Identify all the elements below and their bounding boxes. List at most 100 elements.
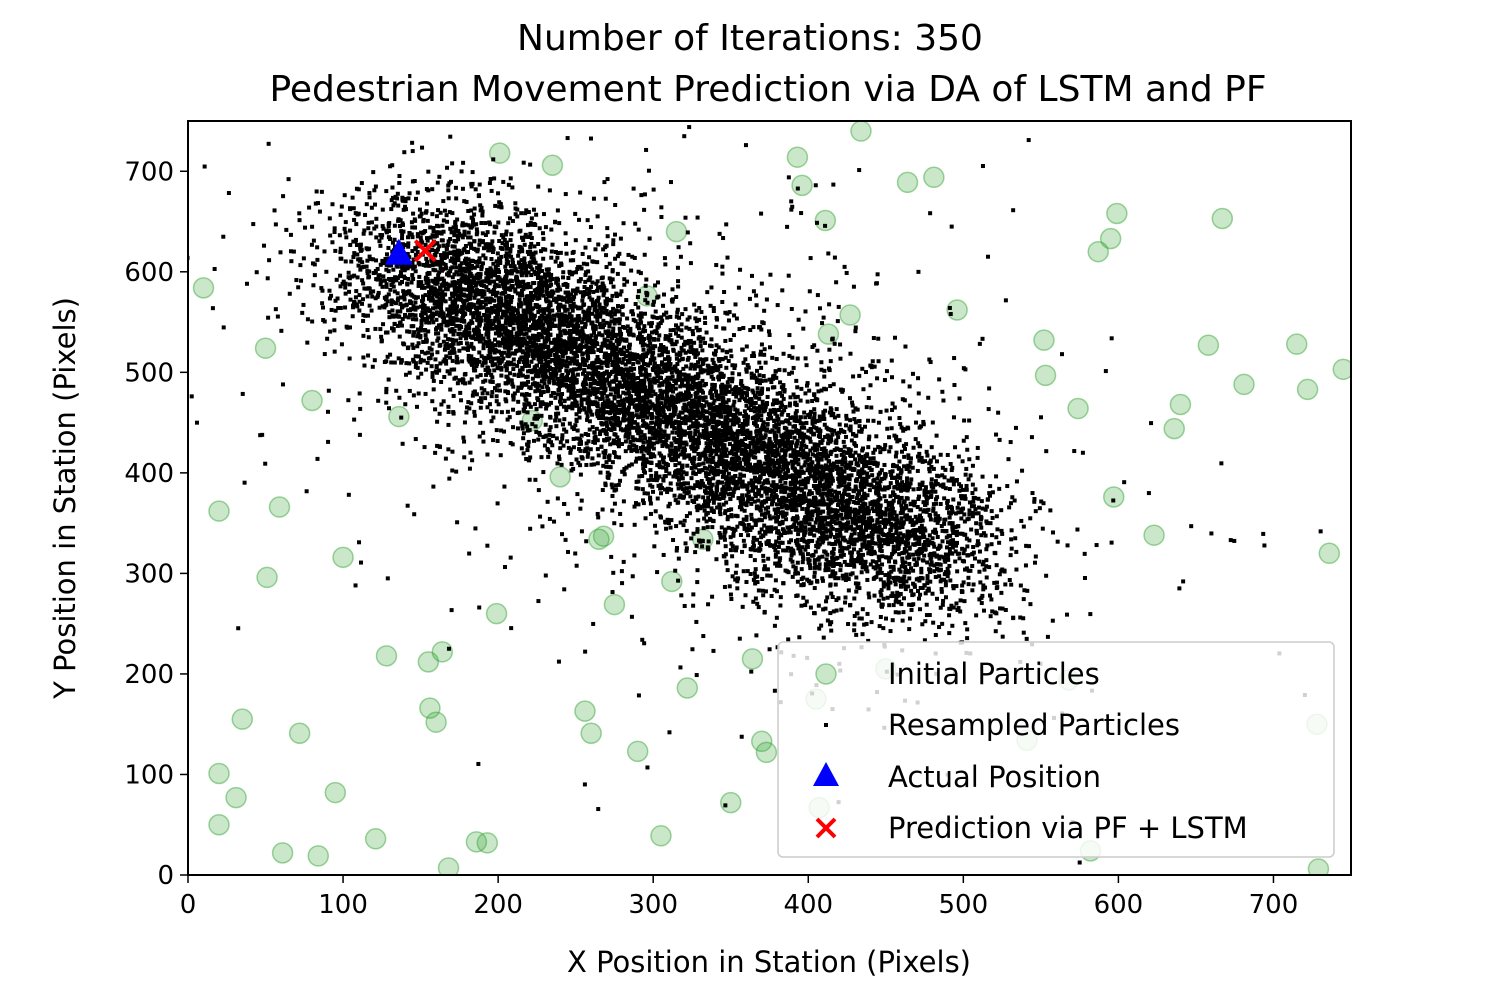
resampled-particle <box>418 357 423 362</box>
resampled-particle <box>855 509 860 514</box>
resampled-particle <box>787 333 792 338</box>
resampled-particle <box>454 354 459 359</box>
resampled-particle <box>795 441 800 446</box>
resampled-particle <box>467 380 472 385</box>
resampled-particle <box>411 257 416 262</box>
resampled-particle <box>701 495 706 500</box>
resampled-particle <box>451 332 456 337</box>
resampled-particle <box>939 577 944 582</box>
resampled-particle <box>472 327 477 332</box>
resampled-particle <box>458 340 463 345</box>
resampled-particle <box>338 284 343 289</box>
resampled-particle <box>333 308 338 313</box>
resampled-particle <box>447 312 452 317</box>
resampled-particle <box>857 532 862 537</box>
resampled-particle <box>439 402 444 407</box>
resampled-particle <box>557 399 562 404</box>
resampled-particle <box>406 308 411 313</box>
resampled-particle <box>872 593 877 598</box>
resampled-particle <box>645 415 650 420</box>
resampled-particle <box>525 304 530 309</box>
resampled-particle <box>735 576 740 581</box>
resampled-particle <box>529 236 534 241</box>
resampled-particle <box>542 381 547 386</box>
resampled-particle <box>355 304 360 309</box>
resampled-particle <box>682 406 687 411</box>
resampled-particle <box>888 481 893 486</box>
resampled-particle <box>799 567 804 572</box>
resampled-particle <box>637 474 642 479</box>
resampled-particle <box>742 526 747 531</box>
resampled-particle <box>816 557 821 562</box>
resampled-particle <box>942 572 947 577</box>
resampled-particle <box>577 217 582 222</box>
resampled-particle <box>652 361 657 366</box>
initial-particle <box>814 209 837 232</box>
resampled-particle <box>613 483 618 488</box>
resampled-particle <box>673 399 678 404</box>
resampled-particle <box>540 385 545 390</box>
resampled-particle <box>625 348 630 353</box>
resampled-particle <box>724 365 729 370</box>
resampled-particle <box>853 581 858 586</box>
resampled-particle <box>651 389 656 394</box>
resampled-particle <box>788 429 793 434</box>
initial-particle <box>388 405 410 428</box>
resampled-particle <box>1033 554 1038 559</box>
resampled-particle <box>949 541 954 546</box>
resampled-particle <box>474 288 479 293</box>
resampled-particle <box>674 352 679 357</box>
resampled-particle <box>430 306 435 311</box>
resampled-particle <box>514 334 519 339</box>
resampled-particle <box>819 457 824 462</box>
resampled-particle <box>619 289 624 294</box>
resampled-particle <box>343 285 348 290</box>
resampled-particle <box>803 434 808 439</box>
resampled-particle <box>815 382 820 387</box>
resampled-particle <box>848 537 853 542</box>
resampled-particle <box>706 495 711 500</box>
resampled-particle <box>434 331 439 336</box>
resampled-particle <box>780 393 785 398</box>
resampled-particle <box>791 451 796 456</box>
resampled-particle <box>669 441 674 446</box>
resampled-particle <box>397 180 402 185</box>
resampled-particle <box>795 593 800 598</box>
resampled-particle <box>758 437 763 442</box>
resampled-particle <box>556 294 561 299</box>
resampled-particle <box>937 568 942 573</box>
resampled-particle <box>602 322 607 327</box>
resampled-particle <box>661 455 666 460</box>
resampled-particle <box>804 507 809 512</box>
resampled-particle <box>527 328 532 333</box>
resampled-particle <box>649 477 654 482</box>
resampled-particle <box>654 471 659 476</box>
resampled-particle <box>715 365 720 370</box>
resampled-particle <box>757 360 762 365</box>
resampled-particle <box>552 313 557 318</box>
resampled-particle <box>506 221 511 226</box>
resampled-particle <box>757 517 762 522</box>
resampled-particle <box>478 203 483 208</box>
resampled-particle <box>704 445 709 450</box>
resampled-particle <box>688 412 693 417</box>
resampled-particle <box>796 528 801 533</box>
resampled-particle <box>719 421 724 426</box>
resampled-particle <box>828 622 833 627</box>
resampled-particle <box>960 546 965 551</box>
resampled-particle <box>519 320 524 325</box>
resampled-particle <box>466 209 471 214</box>
resampled-particle <box>652 544 657 549</box>
resampled-particle <box>387 310 392 315</box>
resampled-particle <box>730 379 735 384</box>
resampled-particle <box>413 313 418 318</box>
resampled-particle <box>446 422 451 427</box>
resampled-particle <box>425 236 430 241</box>
resampled-particle <box>504 240 509 245</box>
resampled-particle <box>638 317 643 322</box>
resampled-particle <box>710 496 715 501</box>
resampled-particle <box>508 316 513 321</box>
resampled-particle <box>942 475 947 480</box>
resampled-particle <box>647 321 652 326</box>
resampled-particle <box>754 380 759 385</box>
